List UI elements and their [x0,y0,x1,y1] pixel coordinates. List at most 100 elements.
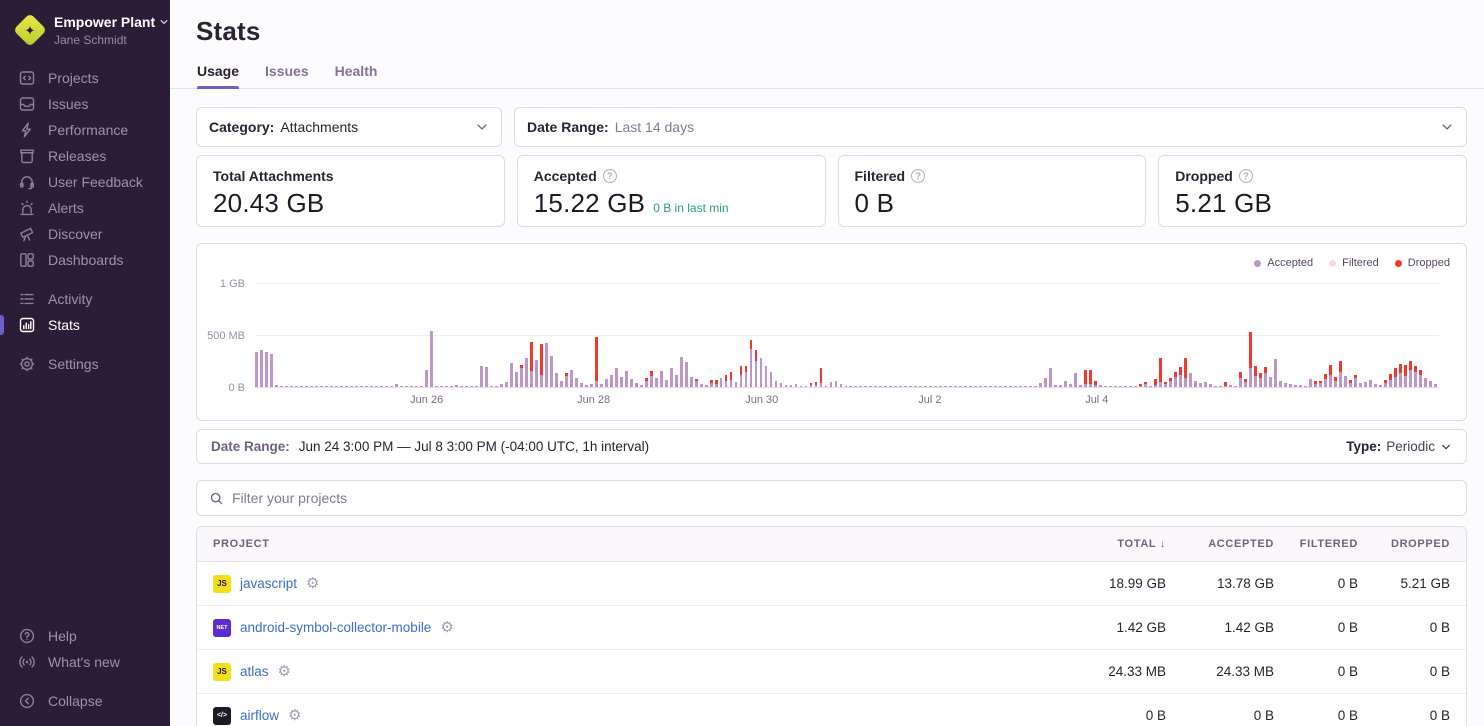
chart-bar [1299,384,1302,387]
discover-icon [18,225,36,243]
legend-dropped[interactable]: Dropped [1394,257,1450,269]
chart-legend: Accepted Filtered Dropped [1254,257,1450,269]
chart-bar [1144,381,1148,387]
chart-bar [1239,371,1243,387]
project-filter-input[interactable] [232,490,1454,506]
chart-bar [1059,385,1063,387]
help-tooltip-icon[interactable]: ? [1238,169,1253,183]
chart-bar [1309,378,1312,387]
column-total-sorted[interactable]: Total ↓ [1117,538,1166,550]
chart-bar [614,368,618,387]
category-dropdown[interactable]: Category: Attachments [196,107,502,147]
chart-bar [609,374,613,387]
chart-bar [255,351,258,387]
project-link[interactable]: airflow [240,708,280,723]
tab-usage[interactable]: Usage [197,63,240,89]
project-link[interactable]: android-symbol-collector-mobile [240,620,432,635]
chart-bar [734,381,738,387]
sidebar-item-user-feedback[interactable]: User Feedback [0,169,170,195]
x-axis-tick: Jun 30 [745,394,779,406]
stat-cards: Total Attachments 20.43 GB Accepted? 15.… [196,155,1467,227]
sidebar-item-performance[interactable]: Performance [0,117,170,143]
chart-bar [574,377,578,387]
sidebar-item-settings[interactable]: Settings [0,351,170,377]
sidebar-item-dashboards[interactable]: Dashboards [0,247,170,273]
sidebar-collapse-button[interactable]: Collapse [0,688,170,714]
x-axis-tick: Jul 4 [1085,394,1109,406]
chart-bar [1414,366,1417,387]
project-link[interactable]: atlas [240,664,269,679]
date-range-dropdown[interactable]: Date Range: Last 14 days [514,107,1467,147]
chart-bar [739,366,743,387]
column-accepted[interactable]: Accepted [1208,538,1274,550]
gridline-500mb [255,335,1439,336]
tab-issues[interactable]: Issues [265,63,309,79]
chart-bar [314,385,318,387]
chart-bar [544,343,548,387]
chart-bar [759,357,763,387]
chart-bar [589,384,593,387]
chart-bar [469,385,473,387]
sidebar-item-help[interactable]: Help [0,623,170,649]
chart-bar [1324,373,1327,387]
chart-bar [269,353,273,387]
help-tooltip-icon[interactable]: ? [911,169,926,183]
chart-bar [304,385,308,387]
project-settings-gear-icon[interactable]: ⚙ [440,619,454,636]
chart-bar [519,364,523,387]
project-settings-gear-icon[interactable]: ⚙ [277,663,291,680]
chart-bar [1029,385,1033,387]
org-switcher[interactable]: ✦ Empower Plant Jane Schmidt [0,0,170,47]
chart-bar [1384,379,1387,387]
sidebar-item-alerts[interactable]: Alerts [0,195,170,221]
chart-bar [1209,384,1213,387]
help-tooltip-icon[interactable]: ? [602,169,617,183]
chart-bar [404,385,408,387]
chart-bar [1379,385,1382,387]
project-link[interactable]: javascript [240,576,298,591]
sidebar-item-releases[interactable]: Releases [0,143,170,169]
chart-bar [784,384,788,387]
activity-icon [18,290,36,308]
column-dropped[interactable]: Dropped [1390,538,1450,550]
chart-bar [1219,385,1223,387]
chart-bar [1009,385,1013,387]
chart-bar [1344,375,1347,387]
sidebar-footer: Help What's new Collapse [0,623,170,714]
column-project[interactable]: Project [213,538,270,550]
chart-bar [909,385,913,387]
sidebar-item-discover[interactable]: Discover [0,221,170,247]
sidebar-item-stats[interactable]: Stats [0,312,170,338]
project-settings-gear-icon[interactable]: ⚙ [306,575,320,592]
chart-bar [1359,383,1362,387]
sidebar-nav: Projects Issues Performance Releases Use… [0,65,170,377]
chart-bar [1204,382,1208,387]
chart-bar [629,378,633,387]
tab-health[interactable]: Health [334,63,378,79]
chart-bar [1304,385,1307,387]
chart-bar [714,380,718,387]
dropped-value: 5.21 GB [1175,188,1273,218]
y-axis-tick: 500 MB [207,330,245,342]
stats-icon [18,316,36,334]
sidebar-item-activity[interactable]: Activity [0,286,170,312]
legend-filtered[interactable]: Filtered [1329,257,1379,269]
chart-bar [1124,385,1128,387]
type-dropdown[interactable]: Type: Periodic [1346,439,1452,454]
chart-bar [814,381,818,387]
chart-bar [684,362,688,387]
sidebar-item-whats-new[interactable]: What's new [0,649,170,675]
sidebar-item-projects[interactable]: Projects [0,65,170,91]
chart-bar [1264,367,1268,387]
chart-bar [294,385,298,387]
chart-bar [444,385,448,387]
project-settings-gear-icon[interactable]: ⚙ [288,707,302,724]
usage-chart-plot: Jun 26 Jun 28 Jun 30 Jul 2 Jul 4 [255,283,1439,406]
chart-bar [499,383,503,387]
chart-bar [764,366,768,387]
column-filtered[interactable]: Filtered [1299,538,1358,550]
legend-accepted[interactable]: Accepted [1254,257,1313,269]
sidebar-item-issues[interactable]: Issues [0,91,170,117]
settings-gear-icon [18,355,36,373]
chart-bar [649,371,653,387]
